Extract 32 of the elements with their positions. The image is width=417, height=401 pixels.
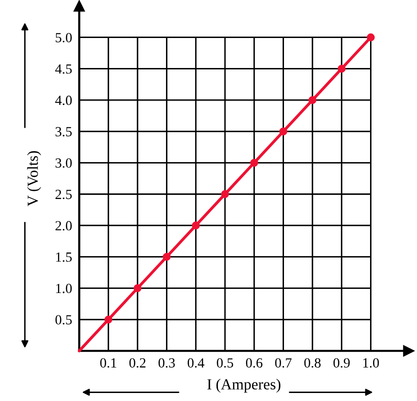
y-tick-label: 5.0 xyxy=(56,32,72,42)
point xyxy=(162,252,171,261)
x-tick-label: 0.4 xyxy=(188,358,204,368)
y-axis-title: V (Volts) xyxy=(27,151,42,206)
x-tick-label: 0.3 xyxy=(158,358,175,368)
point xyxy=(338,64,346,73)
point xyxy=(279,127,288,136)
point xyxy=(366,33,375,42)
x-tick-label: 0.5 xyxy=(216,358,234,368)
y-tick-label: 1.5 xyxy=(56,252,72,262)
y-tick-label: 2.5 xyxy=(56,190,72,200)
point xyxy=(308,96,316,104)
y-tick-label: 3.5 xyxy=(56,127,72,136)
x-axis-title: I (Amperes) xyxy=(207,378,280,393)
x-tick-label: 0.9 xyxy=(333,358,350,368)
point xyxy=(104,316,112,324)
y-tick-label: 4.0 xyxy=(55,96,72,106)
y-tick-label: 4.5 xyxy=(55,64,72,74)
point xyxy=(134,284,142,292)
y-tick-label: 3.0 xyxy=(56,158,72,168)
y-tick-label: 1.0 xyxy=(56,284,72,294)
point xyxy=(221,190,229,198)
y-tick-label: 2.0 xyxy=(56,221,72,230)
y-tick-label: 0.5 xyxy=(55,315,72,325)
point xyxy=(250,158,258,167)
x-tick-label: 0.6 xyxy=(246,358,262,368)
point xyxy=(192,222,200,230)
x-tick-label: 0.2 xyxy=(129,358,146,368)
x-tick-label: 0.1 xyxy=(100,358,116,368)
x-tick-label: 0.7 xyxy=(275,358,292,368)
x-tick-label: 0.8 xyxy=(304,358,321,368)
x-tick-label: 1.0 xyxy=(363,358,379,368)
